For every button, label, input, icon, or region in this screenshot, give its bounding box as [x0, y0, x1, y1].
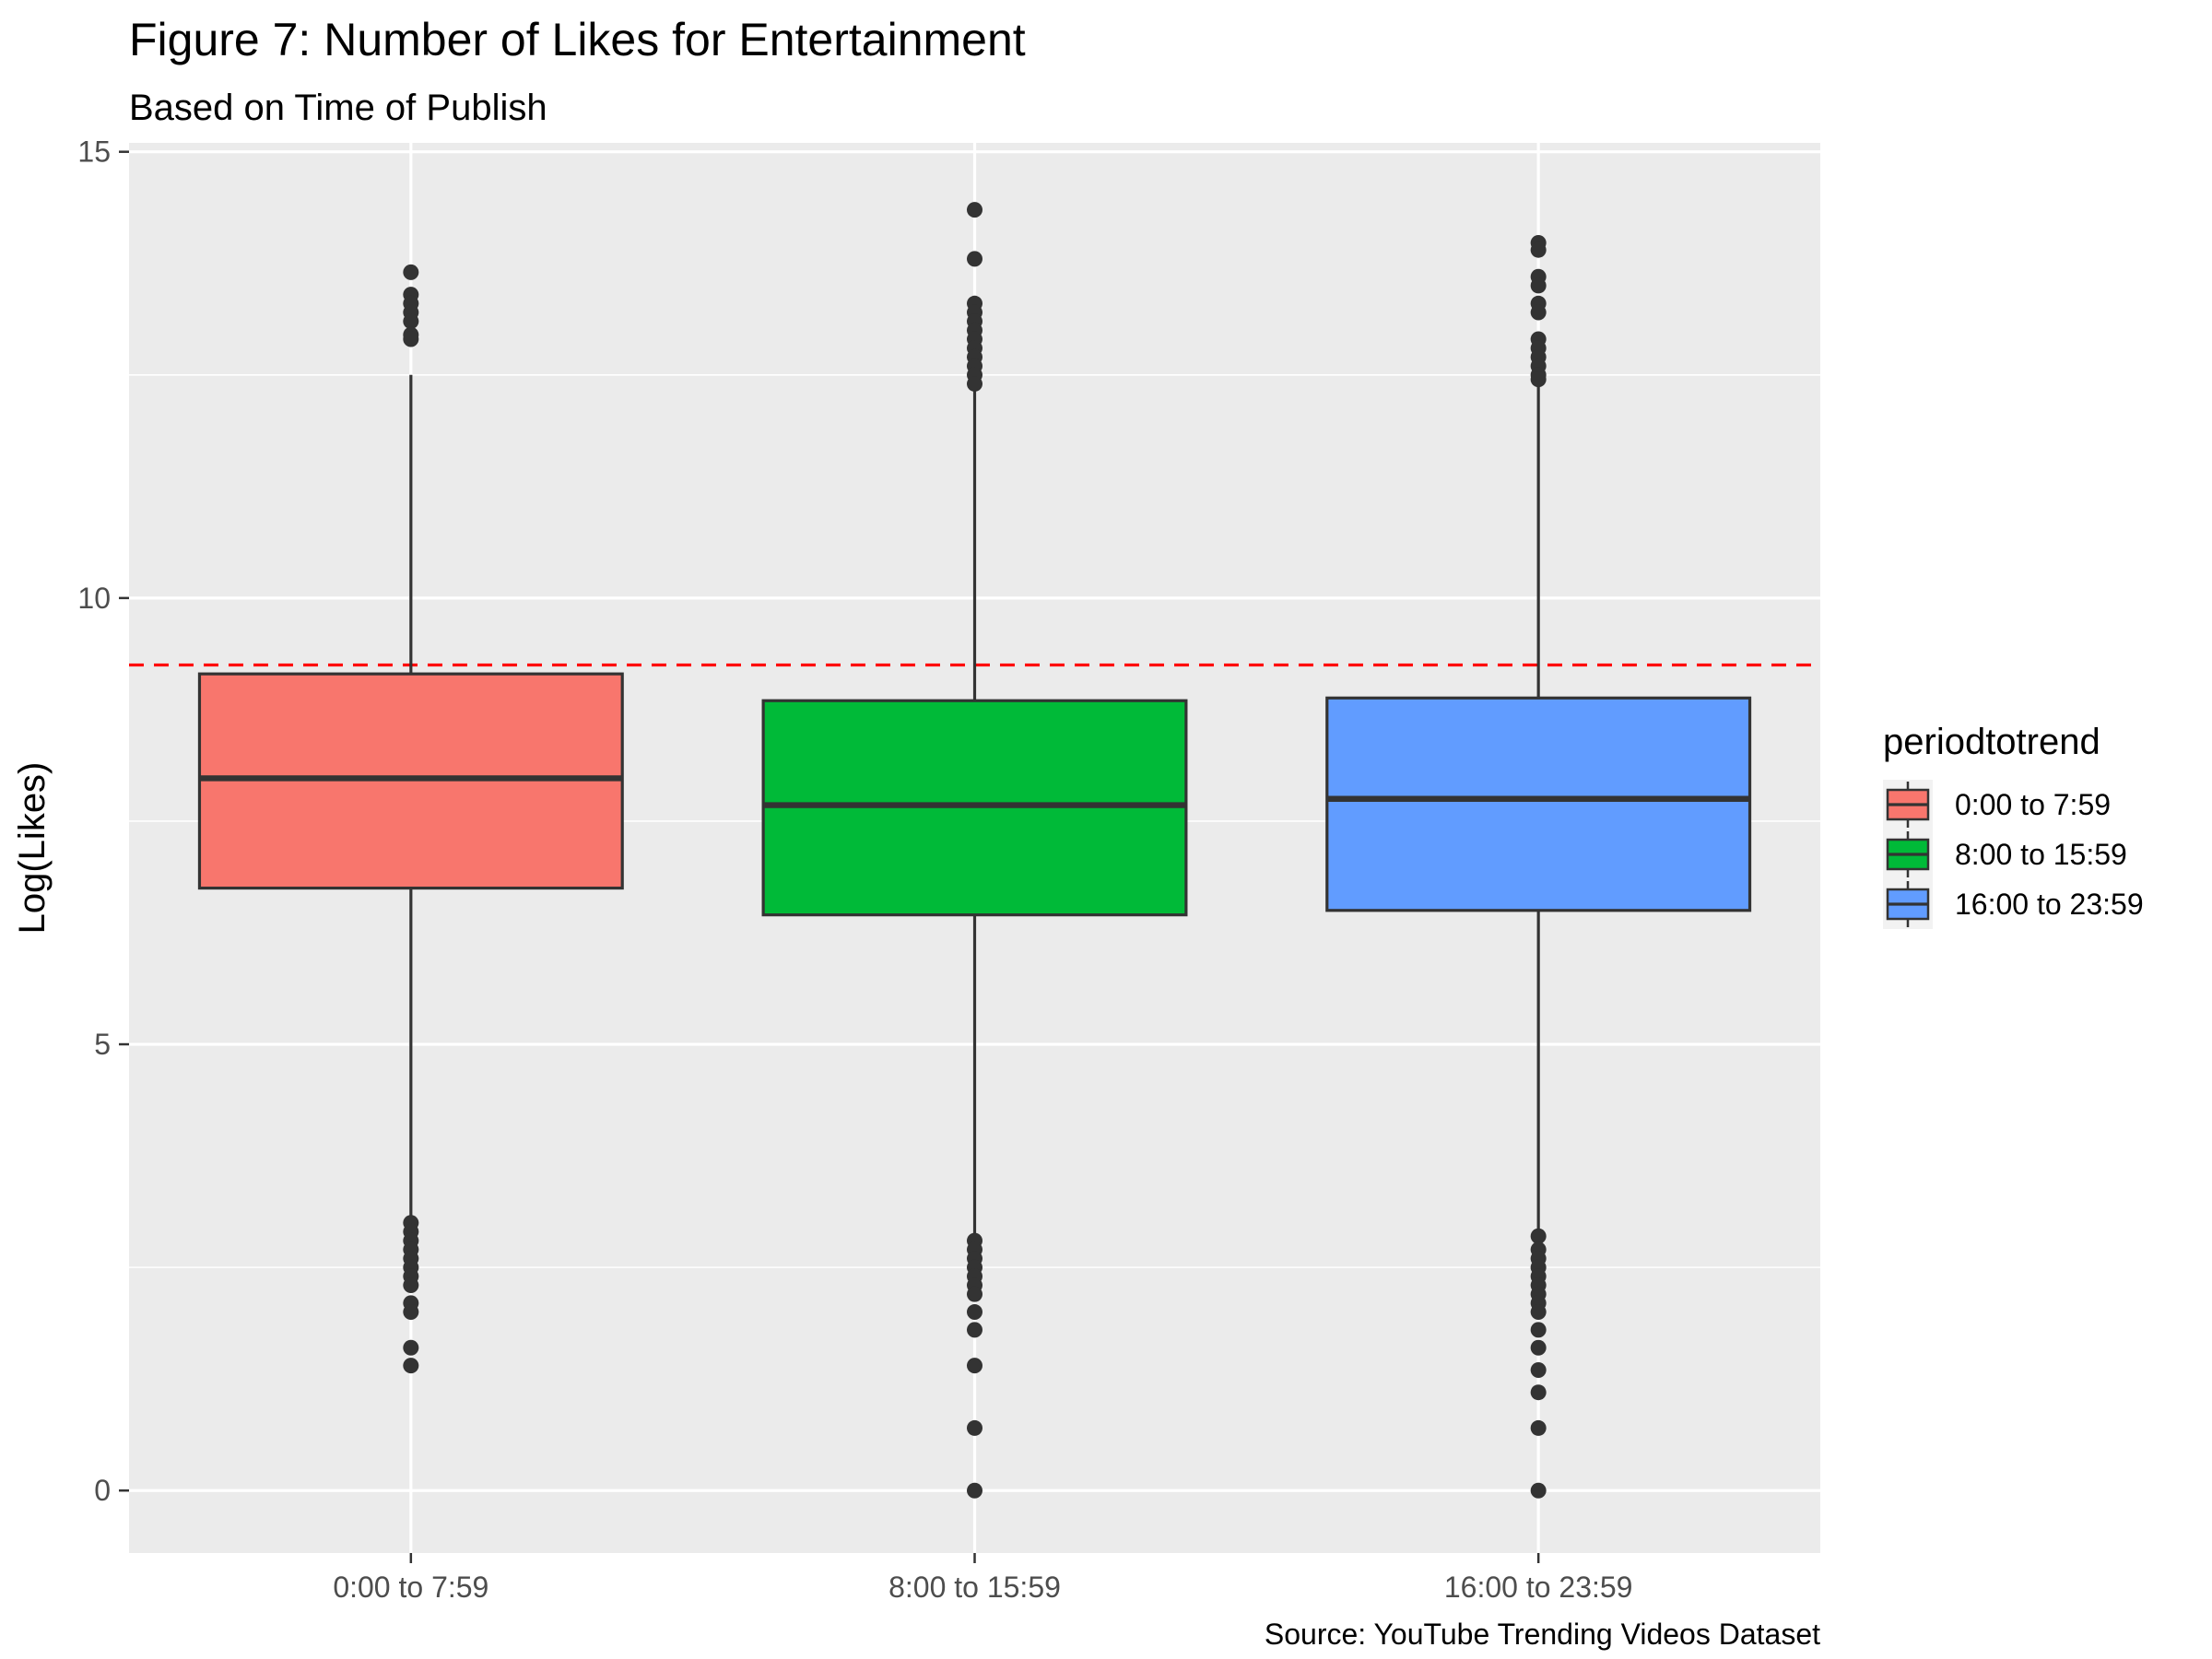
legend-entry-3: 16:00 to 23:59: [1883, 879, 2144, 929]
outlier-point: [967, 1286, 982, 1302]
outlier-point: [403, 1358, 419, 1374]
box-2: [761, 202, 1188, 1499]
y-axis: 0 5 10 15: [77, 135, 129, 1507]
y-tick-label: 5: [94, 1028, 111, 1061]
x-axis: 0:00 to 7:59 8:00 to 15:59 16:00 to 23:59: [333, 1553, 1632, 1604]
chart-title: Figure 7: Number of Likes for Entertainm…: [129, 14, 1026, 65]
outlier-point: [1530, 1361, 1547, 1378]
chart-subtitle: Based on Time of Publish: [129, 88, 547, 128]
outlier-point: [1530, 1419, 1547, 1436]
outlier-point: [403, 264, 419, 280]
outlier-point: [403, 1277, 419, 1293]
outlier-point: [967, 1419, 982, 1436]
outlier-point: [403, 313, 419, 330]
outlier-point: [967, 1358, 982, 1374]
outlier-point: [1530, 371, 1547, 388]
y-tick-label: 0: [94, 1474, 111, 1507]
outlier-point: [403, 1339, 419, 1356]
y-tick-label: 10: [77, 582, 111, 615]
outlier-point: [967, 251, 982, 267]
outlier-point: [1530, 277, 1547, 294]
outlier-point: [403, 1304, 419, 1321]
y-tick-label: 15: [77, 135, 111, 169]
box-1: [197, 264, 624, 1374]
outlier-point: [1530, 241, 1547, 258]
box-3: [1325, 234, 1752, 1499]
legend-entry-2: 8:00 to 15:59: [1883, 830, 2127, 879]
x-tick-label: 8:00 to 15:59: [888, 1571, 1061, 1604]
outlier-point: [967, 1482, 982, 1499]
legend-label: 8:00 to 15:59: [1955, 838, 2127, 871]
legend: periodtotrend 0:00 to 7:59 8:00 to 15:59 1…: [1883, 722, 2144, 929]
x-tick-label: 16:00 to 23:59: [1444, 1571, 1633, 1604]
x-tick-label: 0:00 to 7:59: [333, 1571, 488, 1604]
legend-title: periodtotrend: [1883, 722, 2100, 762]
chart-caption: Source: YouTube Trending Videos Dataset: [1265, 1618, 1820, 1651]
outlier-point: [403, 331, 419, 347]
outlier-point: [967, 375, 982, 392]
outlier-point: [967, 1322, 982, 1338]
outlier-point: [1530, 1339, 1547, 1356]
outlier-point: [1530, 1322, 1547, 1338]
legend-entry-1: 0:00 to 7:59: [1883, 780, 2111, 830]
outlier-point: [1530, 1228, 1547, 1244]
outlier-point: [1530, 1304, 1547, 1321]
legend-label: 0:00 to 7:59: [1955, 788, 2111, 821]
y-axis-title: Log(Likes): [12, 762, 53, 935]
outlier-point: [967, 202, 982, 218]
outlier-point: [967, 1304, 982, 1321]
outlier-point: [1530, 304, 1547, 321]
outlier-point: [1530, 1384, 1547, 1401]
legend-label: 16:00 to 23:59: [1955, 888, 2144, 921]
box-group: [197, 202, 1752, 1499]
outlier-point: [1530, 1482, 1547, 1499]
box-iqr: [1325, 696, 1752, 912]
